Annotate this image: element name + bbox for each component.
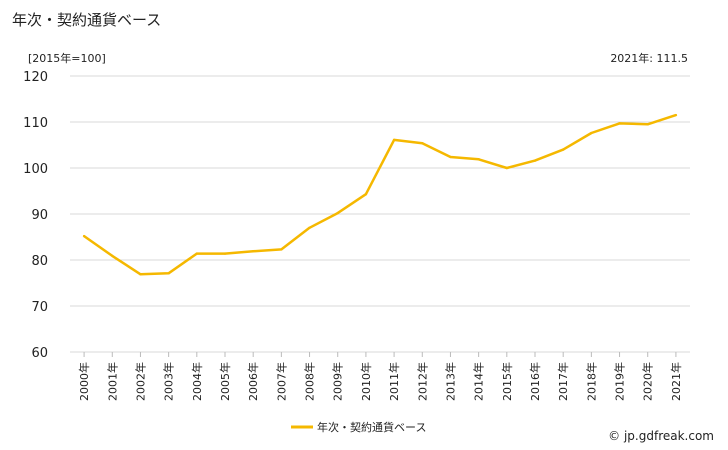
x-tick-label: 2017年 xyxy=(556,362,570,401)
data-point xyxy=(195,252,199,255)
x-tick-label: 2000年 xyxy=(77,362,91,401)
x-tick-label: 2016年 xyxy=(528,362,542,401)
data-point xyxy=(674,113,678,117)
data-point xyxy=(280,248,283,251)
x-tick-label: 2019年 xyxy=(613,362,627,401)
unit-label: [2015年=100] xyxy=(28,52,106,65)
x-tick-label: 2002年 xyxy=(133,362,147,401)
data-point xyxy=(618,122,621,125)
data-point xyxy=(449,155,452,159)
data-point xyxy=(364,193,368,196)
x-tick-label: 2009年 xyxy=(331,362,345,401)
data-point xyxy=(421,141,424,145)
x-tick-label: 2011年 xyxy=(387,362,401,401)
x-tick-label: 2001年 xyxy=(105,362,119,401)
data-point xyxy=(111,254,114,258)
legend-label: 年次・契約通貨ベース xyxy=(317,420,426,434)
x-tick-label: 2013年 xyxy=(443,362,457,401)
data-point xyxy=(477,158,480,161)
y-axis-ticks: 60 70 80 90 100 110 120 xyxy=(23,70,48,361)
x-tick-label: 2004年 xyxy=(190,362,204,401)
data-point xyxy=(167,272,170,275)
data-point xyxy=(336,211,339,215)
y-tick-label: 60 xyxy=(31,346,48,361)
x-tick-label: 2018年 xyxy=(584,362,598,401)
y-tick-label: 80 xyxy=(31,254,48,269)
data-point xyxy=(392,138,396,142)
y-tick-label: 90 xyxy=(31,208,48,223)
x-tick-label: 2021年 xyxy=(669,362,683,401)
latest-value-label: 2021年: 111.5 xyxy=(610,52,688,65)
x-tick-label: 2003年 xyxy=(162,362,176,401)
legend: 年次・契約通貨ベース xyxy=(291,420,426,434)
y-tick-label: 120 xyxy=(23,70,48,85)
data-point xyxy=(308,226,311,229)
x-tick-label: 2015年 xyxy=(500,362,514,401)
x-tick-label: 2020年 xyxy=(641,362,655,401)
data-point xyxy=(82,234,86,238)
data-point xyxy=(139,273,142,276)
chart-title: 年次・契約通貨ベース xyxy=(12,11,162,29)
series-line xyxy=(83,113,677,276)
y-tick-label: 100 xyxy=(23,162,48,177)
data-point xyxy=(561,148,565,151)
data-point xyxy=(505,166,509,170)
x-tick-label: 2012年 xyxy=(415,362,429,401)
x-axis-ticks: 2000年 2001年 2002年 2003年 2004年 2005年 2006年 2007年… xyxy=(77,352,683,401)
gridlines xyxy=(70,75,690,353)
data-point xyxy=(590,131,593,135)
x-tick-label: 2008年 xyxy=(303,362,317,401)
data-point xyxy=(223,252,227,255)
x-tick-label: 2014年 xyxy=(472,362,486,401)
x-tick-label: 2006年 xyxy=(246,362,260,401)
y-tick-label: 70 xyxy=(31,300,48,315)
data-point xyxy=(251,250,255,253)
data-point xyxy=(533,159,537,162)
x-tick-label: 2005年 xyxy=(218,362,232,401)
y-tick-label: 110 xyxy=(23,116,48,131)
x-tick-label: 2007年 xyxy=(274,362,288,401)
series-lines xyxy=(82,113,678,276)
data-point xyxy=(646,123,649,126)
source-credit: © jp.gdfreak.com xyxy=(608,429,714,443)
x-tick-label: 2010年 xyxy=(359,362,373,401)
